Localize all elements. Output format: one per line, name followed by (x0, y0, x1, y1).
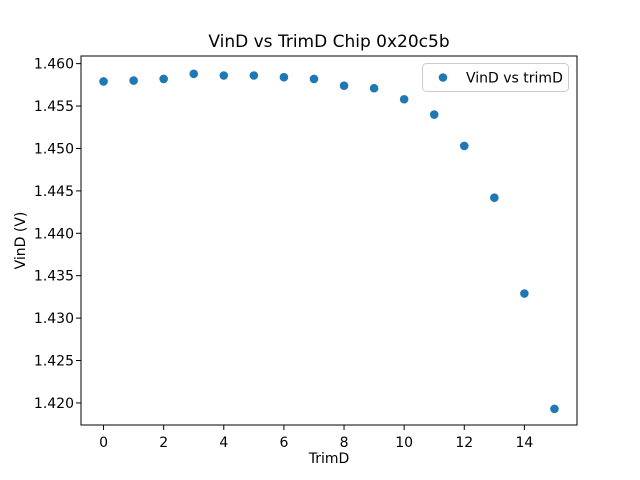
scatter-series (99, 69, 559, 414)
data-point (339, 81, 349, 90)
data-point (459, 141, 469, 151)
y-axis-ticks: 1.420 1.425 1.430 1.435 1.440 1.445 1.450 1.455… (34, 57, 81, 412)
y-tick-label: 1.440 (34, 226, 74, 242)
y-tick-label: 1.445 (34, 184, 74, 200)
plot-area (80, 55, 578, 426)
legend: VinD vs trimD (422, 63, 569, 92)
legend-label: VinD vs trimD (466, 71, 563, 87)
x-tick-label: 0 (99, 435, 108, 451)
x-tick-label: 2 (159, 435, 168, 451)
y-tick-label: 1.450 (34, 141, 74, 157)
y-axis-label: VinD (V) (13, 212, 29, 270)
data-point (249, 71, 259, 80)
data-point (429, 110, 439, 119)
x-tick-label: 12 (455, 435, 473, 451)
y-tick-label: 1.430 (34, 311, 74, 327)
data-point (520, 289, 529, 298)
data-point (399, 94, 409, 104)
x-tick-label: 8 (340, 435, 349, 451)
x-axis-label: TrimD (308, 451, 350, 467)
y-tick-label: 1.420 (34, 396, 74, 412)
data-point (189, 69, 199, 79)
y-tick-label: 1.455 (34, 99, 74, 115)
x-tick-label: 6 (279, 435, 288, 451)
y-tick-label: 1.460 (34, 57, 74, 73)
data-point (309, 74, 319, 84)
data-point (159, 74, 168, 84)
legend-marker-icon (438, 73, 448, 82)
x-tick-label: 14 (515, 435, 533, 451)
data-point (490, 193, 499, 202)
y-tick-label: 1.435 (34, 269, 74, 285)
data-point (129, 76, 138, 85)
y-tick-label: 1.425 (34, 354, 74, 370)
x-tick-label: 4 (219, 435, 228, 451)
data-point (219, 71, 229, 80)
data-point (279, 72, 289, 82)
data-point (99, 77, 108, 86)
legend-box (422, 63, 569, 92)
chart-title: VinD vs TrimD Chip 0x20c5b (208, 32, 449, 52)
data-point (550, 404, 559, 414)
x-tick-label: 10 (395, 435, 413, 451)
data-point (369, 83, 379, 93)
x-axis-ticks: 0 2 4 6 8 10 12 14 (99, 425, 533, 451)
